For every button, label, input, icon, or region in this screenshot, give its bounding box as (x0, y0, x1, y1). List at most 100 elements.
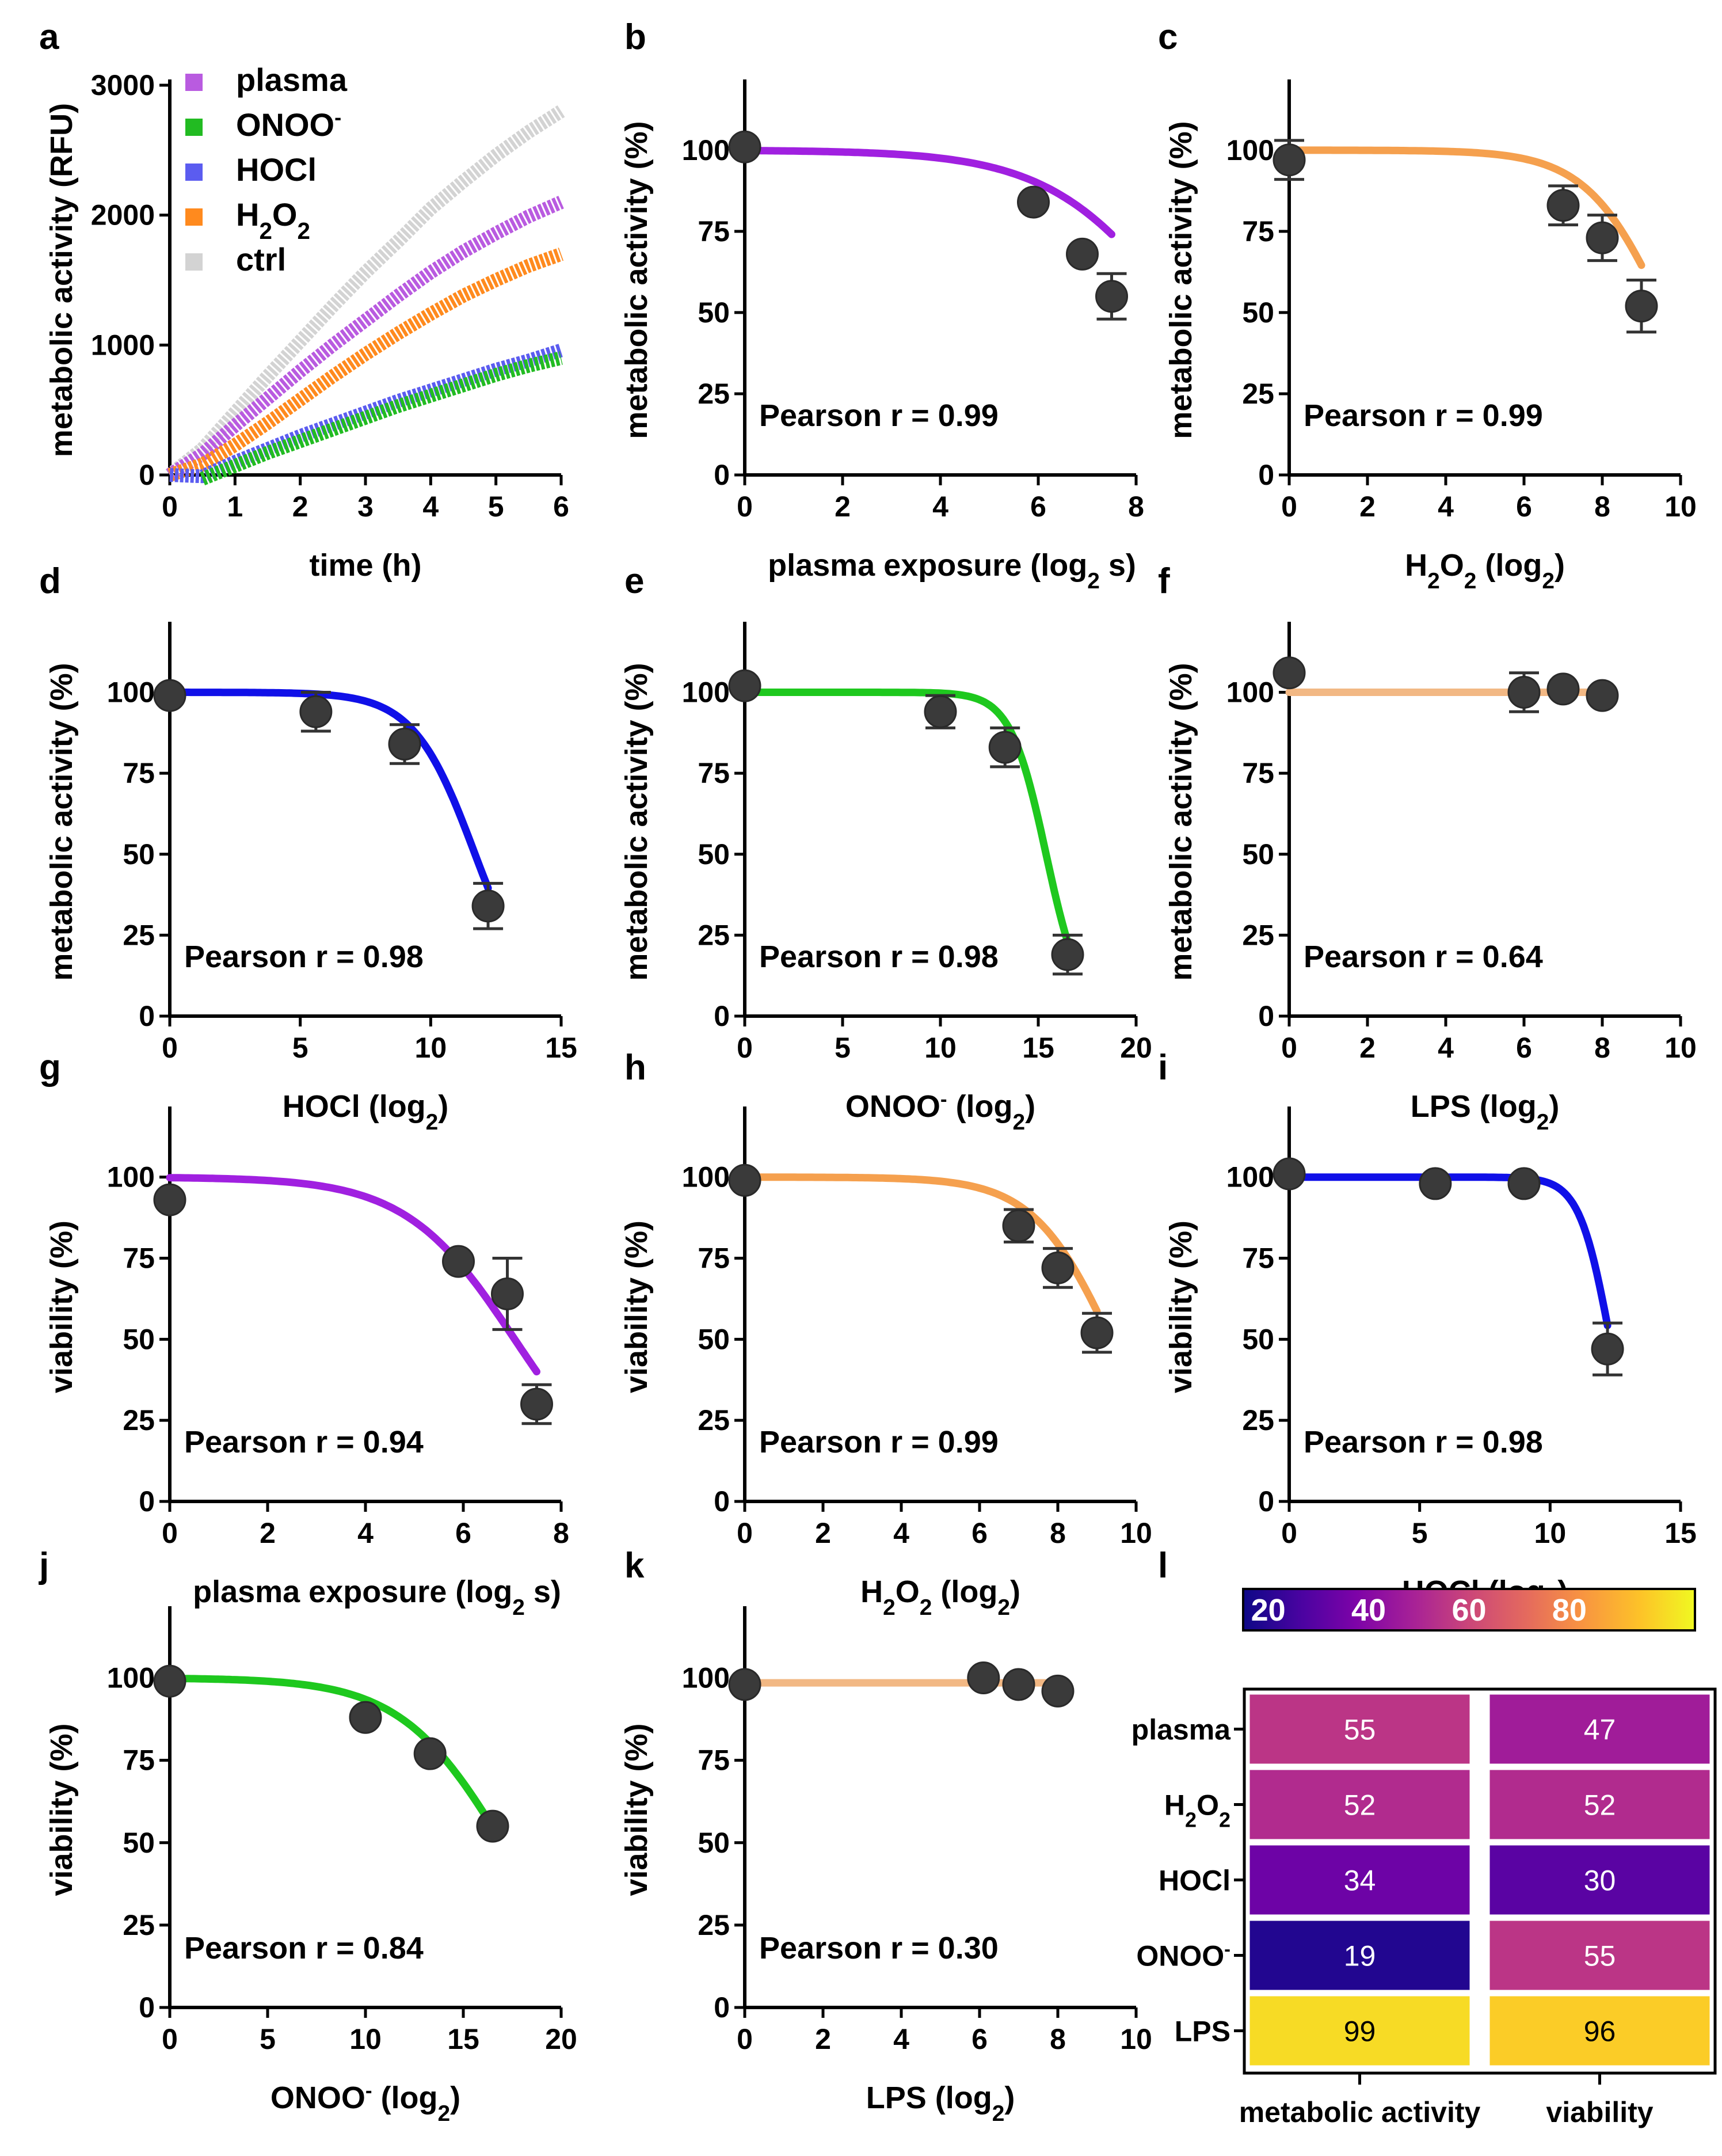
legend-swatch (185, 253, 203, 271)
panel-b: 0 25 50 75 100 0 2 4 6 8 metabolic activity (%) pla… (619, 79, 1144, 594)
y-tick-label: 50 (698, 296, 730, 329)
column-label: metabolic activity (1239, 2096, 1481, 2128)
superscript: - (1224, 1939, 1230, 1960)
data-point (1017, 185, 1050, 219)
panel-f: 0 25 50 75 100 0 2 4 6 8 10 metabolic activity (%) L… (1164, 622, 1697, 1135)
heatmap-cell (1248, 1994, 1472, 2067)
y-axis-label: metabolic activity (%) (619, 121, 654, 439)
heatmap-cell (1488, 1768, 1712, 1841)
subscript: 2 (426, 1110, 439, 1135)
x-tick-label: 15 (447, 2023, 479, 2055)
x-tick-label: 6 (455, 1517, 471, 1549)
y-tick-label: 0 (714, 1991, 730, 2024)
y-tick-label: 75 (698, 757, 730, 789)
label-part: HOCl (236, 151, 317, 188)
subscript: 2 (1537, 1110, 1549, 1135)
x-axis-label: plasma exposure (log2 s) (193, 1575, 561, 1620)
colorbar (1242, 1588, 1696, 1632)
panel-j: 0 25 50 75 100 0 5 10 15 20 viability (%) ONOO- (lo… (44, 1606, 577, 2126)
label-part: ONOO (236, 107, 334, 143)
legend-label: ONOO- (236, 105, 341, 143)
pearson-annotation: Pearson r = 0.99 (759, 1425, 999, 1459)
label-part: ) (1555, 548, 1565, 583)
x-axis-label: H2O2 (log2) (860, 1575, 1020, 1620)
x-tick-label: 4 (1438, 490, 1454, 523)
colorbar-tick-label: 40 (1351, 1593, 1386, 1628)
data-point (1546, 672, 1580, 706)
x-tick-label: 2 (835, 490, 851, 523)
data-point (728, 130, 761, 163)
y-tick-label: 50 (1242, 296, 1274, 329)
y-tick-label: 25 (1242, 919, 1274, 951)
y-axis-label: metabolic activity (%) (619, 663, 654, 980)
data-point (491, 1277, 524, 1310)
x-tick-label: 5 (292, 1032, 308, 1064)
heatmap-cell (1488, 1693, 1712, 1766)
colorbar-tick-label: 60 (1451, 1593, 1486, 1628)
label-part: HOCl (log (283, 1089, 426, 1124)
heatmap-cell (1488, 1994, 1712, 2067)
heatmap-cell-value: 96 (1584, 2016, 1616, 2048)
data-point (442, 1245, 475, 1278)
y-tick-label: 25 (1242, 378, 1274, 410)
x-tick-label: 5 (260, 2023, 276, 2055)
y-axis-label: metabolic activity (RFU) (44, 103, 79, 457)
y-tick-label: 50 (698, 1323, 730, 1355)
data-point (1002, 1668, 1035, 1701)
series-line-ctrl (165, 105, 565, 481)
label-part: ONOO (1136, 1940, 1224, 1972)
data-point (1591, 1332, 1624, 1366)
subscript: 2 (997, 1595, 1010, 1620)
series-line-ONOO- (200, 351, 563, 485)
x-tick-label: 0 (737, 490, 753, 523)
y-axis-label: viability (%) (1164, 1220, 1198, 1393)
y-tick-label: 25 (698, 378, 730, 410)
subscript: 2 (883, 1595, 896, 1620)
y-tick-label: 100 (1226, 1161, 1274, 1193)
x-axis-label: ONOO- (log2) (845, 1088, 1035, 1135)
label-part: O (272, 196, 298, 233)
label-part: O (1197, 1789, 1219, 1822)
panel-letter-l: l (1158, 1546, 1168, 1585)
label-part: ONOO (845, 1089, 940, 1124)
label-part: ) (1010, 1575, 1020, 1609)
y-tick-label: 50 (1242, 838, 1274, 870)
x-tick-label: 8 (1128, 490, 1144, 523)
fit-curve (741, 147, 1115, 238)
x-tick-label: 10 (924, 1032, 957, 1064)
data-point (413, 1737, 447, 1770)
y-axis-label: metabolic activity (%) (44, 663, 79, 980)
y-tick-label: 100 (682, 1662, 730, 1694)
data-point (299, 695, 333, 728)
data-point (1080, 1316, 1114, 1349)
heatmap-cell-value: 55 (1344, 1714, 1376, 1746)
label-part: H (236, 196, 259, 233)
x-tick-label: 10 (1534, 1517, 1567, 1549)
y-axis-label: metabolic activity (%) (1164, 121, 1198, 439)
subscript: 2 (1087, 569, 1100, 594)
y-tick-label: 0 (139, 1000, 155, 1032)
x-tick-label: 10 (349, 2023, 382, 2055)
heatmap-cell-value: 52 (1344, 1789, 1376, 1822)
x-axis-label: plasma exposure (log2 s) (768, 548, 1136, 594)
y-tick-label: 3000 (91, 69, 155, 101)
x-tick-label: 6 (1030, 490, 1046, 523)
data-point (1625, 290, 1658, 323)
heatmap-cell-value: 34 (1344, 1865, 1376, 1897)
pearson-annotation: Pearson r = 0.98 (759, 940, 999, 974)
y-tick-label: 75 (123, 757, 155, 789)
x-tick-label: 0 (1281, 490, 1297, 523)
x-tick-label: 2 (815, 1517, 831, 1549)
data-point (476, 1809, 509, 1843)
label-part: time (h) (310, 548, 422, 583)
y-axis-label: viability (%) (44, 1220, 79, 1393)
panel-letter-j: j (39, 1546, 49, 1585)
heatmap-cell (1248, 1919, 1472, 1992)
superscript: - (334, 105, 341, 129)
label-part: LPS (1175, 2016, 1230, 2048)
label-part: O (1440, 548, 1464, 583)
panel-letter-b: b (624, 17, 646, 57)
data-point (1546, 189, 1580, 222)
